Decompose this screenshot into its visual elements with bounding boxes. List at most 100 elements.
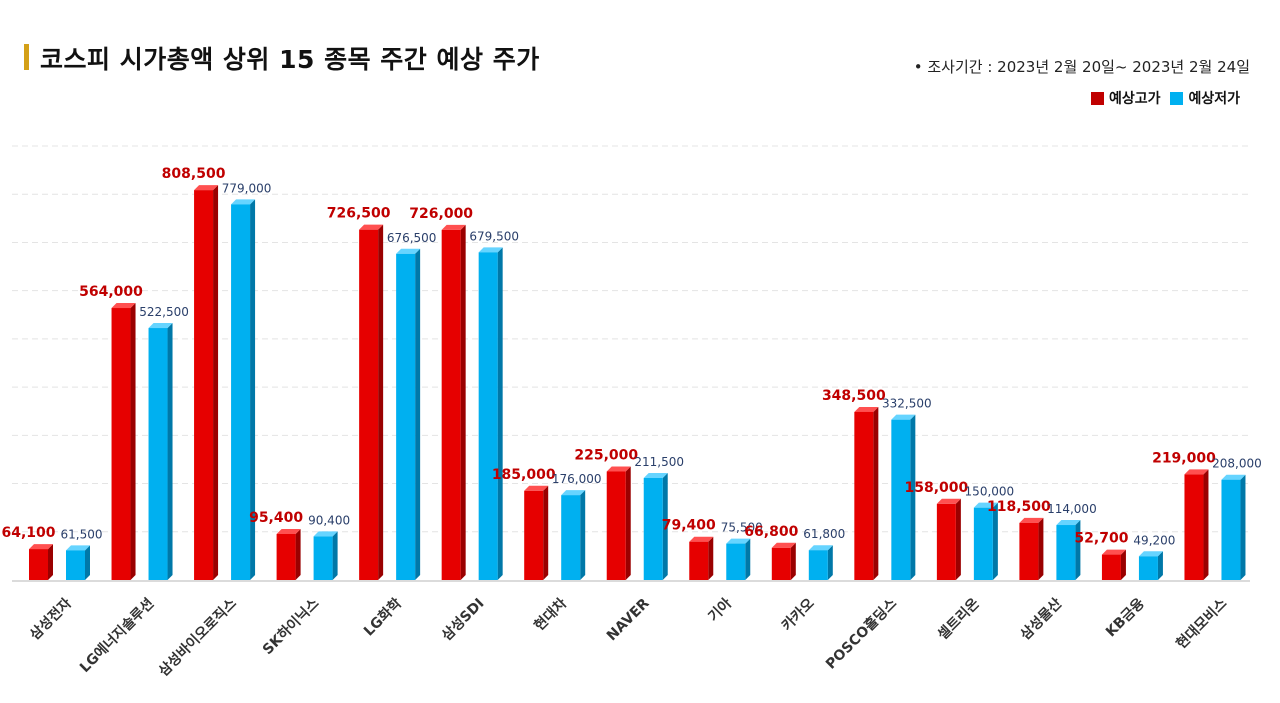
category-label: 삼성SDI	[439, 596, 488, 645]
bar-top	[359, 224, 384, 230]
legend-swatch-low	[1170, 91, 1184, 105]
bar-top	[1221, 474, 1246, 480]
data-label-low: 332,500	[882, 397, 932, 411]
bar-low	[561, 495, 581, 580]
data-label-low: 75,500	[721, 521, 763, 535]
data-label-high: 66,800	[744, 524, 798, 540]
bar-low	[808, 550, 828, 580]
data-label-low: 49,200	[1133, 533, 1175, 547]
bar-top	[771, 542, 796, 548]
bar-top	[808, 545, 833, 551]
data-label-high: 219,000	[1152, 450, 1216, 466]
bar-top	[1056, 520, 1081, 526]
bar-top	[396, 248, 421, 254]
bar-top	[148, 323, 173, 329]
bar-side	[580, 490, 586, 580]
data-label-high: 225,000	[574, 448, 638, 464]
bar-side	[167, 323, 173, 580]
data-label-high: 64,100	[1, 525, 55, 541]
data-label-low: 114,000	[1047, 502, 1097, 516]
data-label-high: 808,500	[162, 166, 226, 182]
bar-top	[1101, 549, 1126, 555]
bar-side	[1120, 549, 1126, 580]
data-label-high: 185,000	[492, 467, 556, 483]
bar-side	[625, 466, 631, 580]
bar-side	[1075, 520, 1081, 580]
legend-swatch-high	[1090, 91, 1104, 105]
bar-low	[66, 550, 85, 580]
bar-side	[460, 224, 466, 580]
bar-high	[1019, 522, 1039, 580]
bar-top	[606, 466, 631, 472]
data-label-low: 208,000	[1212, 457, 1262, 471]
bar-high	[936, 503, 956, 580]
bar-side	[332, 531, 338, 580]
category-label: 카카오	[779, 595, 818, 634]
data-label-low: 61,800	[803, 527, 845, 541]
category-label: 현대모비스	[1173, 595, 1230, 652]
data-label-high: 95,400	[249, 510, 303, 526]
bar-top	[689, 536, 714, 542]
category-label: LG에너지솔루션	[76, 595, 157, 676]
bar-top	[726, 538, 751, 544]
bar-high	[606, 471, 626, 580]
bar-high	[689, 541, 709, 580]
category-label: 삼성물산	[1017, 595, 1066, 644]
bar-high	[441, 229, 461, 580]
bar-high	[1184, 474, 1204, 580]
chart-legend: 예상고가 예상저가	[1090, 88, 1240, 108]
bar-high	[854, 411, 874, 580]
bar-side	[213, 185, 219, 580]
bar-low	[231, 204, 251, 581]
bar-top	[313, 531, 338, 537]
bar-top	[441, 224, 466, 230]
data-label-high: 52,700	[1074, 531, 1128, 547]
bar-low	[726, 543, 746, 580]
bar-top	[936, 498, 961, 504]
bar-high	[1101, 554, 1121, 580]
bar-top	[854, 406, 879, 412]
bar-side	[295, 528, 301, 580]
data-label-low: 90,400	[308, 513, 350, 527]
data-label-high: 564,000	[79, 284, 143, 300]
bar-top	[524, 485, 549, 491]
bar-side	[48, 544, 53, 580]
data-label-low: 679,500	[469, 229, 519, 243]
legend-item-high: 예상고가	[1090, 88, 1160, 108]
bar-low	[478, 252, 498, 580]
bar-side	[250, 199, 256, 581]
bar-side	[992, 502, 998, 580]
bar-top	[561, 490, 586, 496]
data-label-high: 158,000	[904, 480, 968, 496]
data-label-low: 176,000	[552, 472, 602, 486]
bar-top	[891, 414, 916, 420]
bar-top	[1138, 551, 1163, 557]
category-label: SK하이닉스	[259, 595, 322, 658]
data-label-high: 348,500	[822, 388, 886, 404]
bar-top	[194, 185, 219, 191]
category-label: 기아	[705, 595, 735, 625]
bar-top	[478, 247, 503, 253]
category-label: 삼성바이오로직스	[155, 595, 240, 680]
bar-side	[415, 248, 421, 580]
legend-item-low: 예상저가	[1170, 88, 1240, 108]
bar-high	[29, 549, 48, 580]
bar-high	[276, 533, 296, 580]
bar-side	[827, 545, 833, 580]
bar-high	[359, 229, 379, 580]
data-label-low: 676,500	[387, 231, 437, 245]
bar-high	[524, 490, 544, 580]
bar-side	[708, 536, 714, 580]
data-label-low: 150,000	[965, 485, 1015, 499]
bar-side	[873, 406, 879, 580]
bar-low	[1138, 556, 1158, 580]
data-label-high: 118,500	[987, 499, 1051, 515]
bar-top	[66, 545, 90, 551]
bar-side	[955, 498, 961, 580]
bar-side	[1038, 517, 1044, 580]
bar-top	[29, 544, 53, 550]
survey-period: • 조사기간 : 2023년 2월 20일~ 2023년 2월 24일	[913, 58, 1250, 76]
bar-high	[194, 190, 214, 580]
category-label: POSCO홀딩스	[822, 595, 900, 673]
